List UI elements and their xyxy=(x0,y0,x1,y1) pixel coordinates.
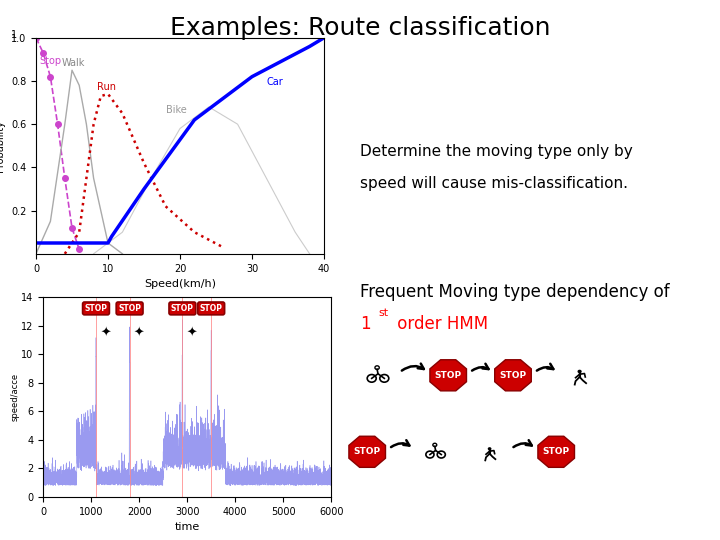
Bike xyxy=(89,251,98,257)
Line: Walk: Walk xyxy=(36,70,122,254)
Bike xyxy=(118,229,127,235)
Text: Run: Run xyxy=(97,82,116,92)
Stop xyxy=(75,246,84,253)
Bike xyxy=(262,175,271,181)
Text: Walk: Walk xyxy=(61,58,84,68)
Text: 1: 1 xyxy=(11,30,17,40)
Car xyxy=(140,186,148,192)
Walk xyxy=(68,67,76,73)
Car xyxy=(89,240,98,246)
Stop xyxy=(46,73,55,80)
Circle shape xyxy=(577,370,582,373)
Text: ✦: ✦ xyxy=(134,326,145,339)
X-axis label: Speed(km/h): Speed(km/h) xyxy=(144,279,216,289)
Walk xyxy=(60,121,69,127)
Run xyxy=(104,91,112,97)
Run xyxy=(219,244,228,251)
Run xyxy=(190,229,199,235)
Walk xyxy=(32,251,40,257)
Car xyxy=(32,240,40,246)
Stop xyxy=(32,35,40,41)
Walk xyxy=(82,121,91,127)
Text: st: st xyxy=(378,308,388,318)
Text: STOP: STOP xyxy=(354,447,381,456)
Circle shape xyxy=(487,447,492,450)
Stop xyxy=(39,50,48,56)
Bike xyxy=(305,251,314,257)
Walk xyxy=(104,240,112,246)
Line: Run: Run xyxy=(65,94,223,254)
Run xyxy=(75,229,84,235)
Run xyxy=(96,93,105,99)
Text: STOP: STOP xyxy=(435,371,462,380)
Car xyxy=(248,73,256,80)
Car xyxy=(190,117,199,123)
Polygon shape xyxy=(538,436,575,467)
Text: Bike: Bike xyxy=(166,105,186,116)
Text: order HMM: order HMM xyxy=(392,315,489,333)
Y-axis label: speed/acce: speed/acce xyxy=(11,373,19,421)
Walk xyxy=(75,82,84,89)
Text: STOP: STOP xyxy=(500,371,526,380)
Text: Stop: Stop xyxy=(40,56,62,66)
Text: STOP: STOP xyxy=(199,304,222,313)
Walk xyxy=(118,251,127,257)
Bike xyxy=(233,121,242,127)
Line: Bike: Bike xyxy=(94,107,310,254)
Car xyxy=(305,43,314,50)
Text: ✦: ✦ xyxy=(100,326,111,339)
Stop xyxy=(68,225,76,231)
Text: Determine the moving type only by: Determine the moving type only by xyxy=(360,144,633,159)
Bike xyxy=(291,229,300,235)
Stop xyxy=(53,121,62,127)
Run xyxy=(161,203,170,210)
Line: Stop: Stop xyxy=(33,35,82,252)
Text: STOP: STOP xyxy=(118,304,141,313)
Text: Examples: Route classification: Examples: Route classification xyxy=(170,16,550,40)
Polygon shape xyxy=(430,360,467,391)
Bike xyxy=(147,175,156,181)
Stop xyxy=(60,175,69,181)
Walk xyxy=(89,175,98,181)
Car xyxy=(104,240,112,246)
Car xyxy=(107,233,116,240)
Text: Car: Car xyxy=(266,77,283,87)
Run xyxy=(89,121,98,127)
Line: Car: Car xyxy=(36,38,324,243)
Text: STOP: STOP xyxy=(543,447,570,456)
Text: ✦: ✦ xyxy=(186,326,197,339)
Run xyxy=(118,110,127,117)
Run xyxy=(60,251,69,257)
X-axis label: time: time xyxy=(174,522,200,532)
Bike xyxy=(204,104,213,110)
Y-axis label: Probability: Probability xyxy=(0,120,5,172)
Run xyxy=(82,175,91,181)
Walk xyxy=(46,218,55,225)
Text: Frequent Moving type dependency of: Frequent Moving type dependency of xyxy=(360,282,670,301)
Polygon shape xyxy=(495,360,531,391)
Text: STOP: STOP xyxy=(84,304,107,313)
Polygon shape xyxy=(349,436,385,467)
Run xyxy=(140,160,148,166)
Car xyxy=(320,35,328,41)
Text: 1: 1 xyxy=(360,315,371,333)
Text: STOP: STOP xyxy=(171,304,194,313)
Text: speed will cause mis-classification.: speed will cause mis-classification. xyxy=(360,176,628,191)
Bike xyxy=(176,125,184,132)
